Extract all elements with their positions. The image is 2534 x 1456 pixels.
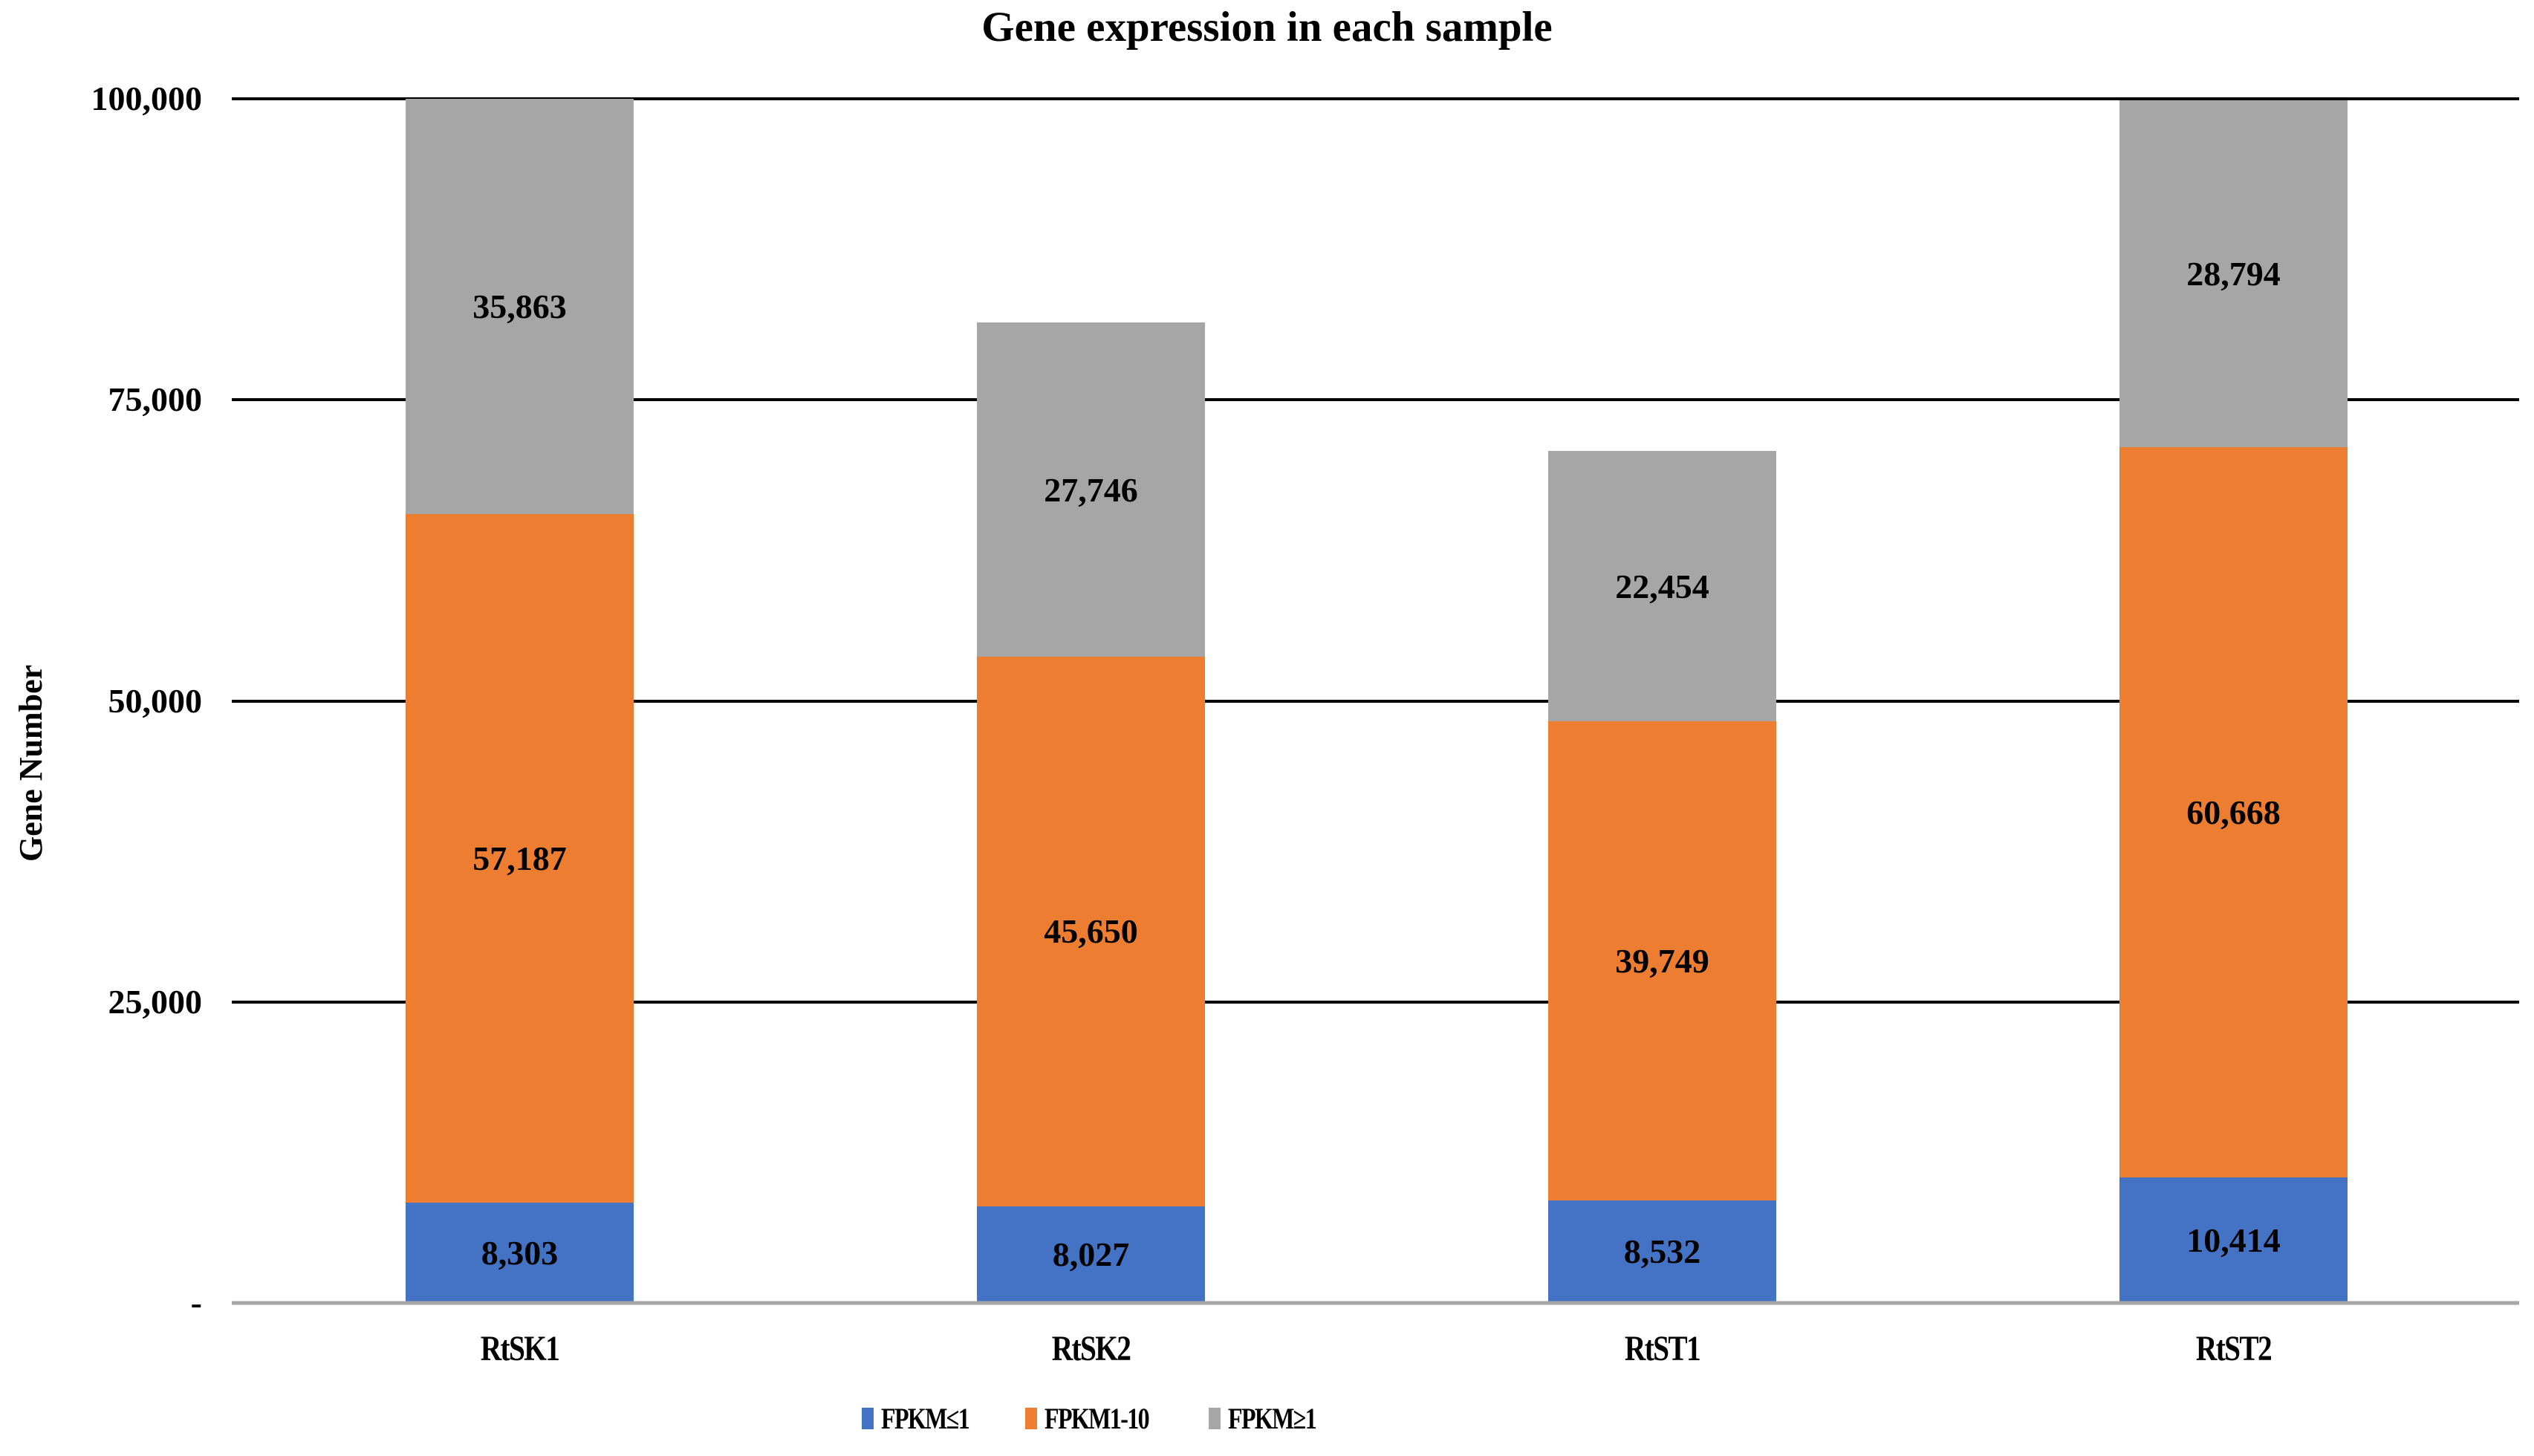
legend-swatch-icon — [1208, 1408, 1221, 1429]
bar-column: 10,414 60,668 28,794 — [1948, 99, 2519, 1303]
x-category-label: RtSK1 — [480, 1329, 560, 1368]
bar-segment: 60,668 — [2119, 446, 2348, 1178]
plot-area: 8,303 57,187 35,863 8,027 45,650 27,746 8,532 3… — [232, 97, 2519, 1305]
y-tick-label: 50,000 — [108, 681, 203, 720]
x-category-label: RtST1 — [1624, 1329, 1701, 1368]
y-tick-label: - — [190, 1284, 202, 1322]
bar-segment: 57,187 — [405, 514, 634, 1203]
legend-item: FPKM≤1 — [862, 1401, 991, 1436]
legend-label: FPKM1-10 — [1044, 1402, 1150, 1435]
bar-value-label: 28,794 — [2186, 254, 2281, 293]
y-axis-ticks: - 25,000 50,000 75,000 100,000 — [0, 79, 203, 1322]
bar-value-label: 10,414 — [2186, 1221, 2281, 1260]
gridline — [232, 97, 2519, 100]
bar-segment: 35,863 — [405, 99, 634, 515]
legend-label: FPKM≤1 — [881, 1402, 970, 1435]
gridline — [232, 1000, 2519, 1004]
bar-value-label: 27,746 — [1044, 470, 1138, 509]
bar-segment: 39,749 — [1547, 721, 1777, 1200]
legend-swatch-icon — [862, 1408, 874, 1429]
bar-segment: 22,454 — [1547, 451, 1777, 722]
bar-value-label: 60,668 — [2186, 793, 2281, 831]
bar-segment: 8,027 — [976, 1206, 1206, 1303]
bar-value-label: 8,532 — [1623, 1232, 1701, 1271]
bar-segment: 27,746 — [976, 322, 1206, 657]
x-axis-baseline — [232, 1301, 2519, 1305]
bar-column: 8,027 45,650 27,746 — [805, 99, 1377, 1303]
legend-item: FPKM1-10 — [1024, 1401, 1175, 1436]
bar-segment: 28,794 — [2119, 100, 2348, 447]
y-tick-label: 100,000 — [91, 79, 203, 117]
x-category-label: RtST2 — [2195, 1329, 2273, 1368]
bar-segment: 10,414 — [2119, 1177, 2348, 1303]
bar-segment: 8,532 — [1547, 1200, 1777, 1303]
bar-column: 8,303 57,187 35,863 — [234, 99, 805, 1303]
bar-value-label: 45,650 — [1044, 912, 1138, 951]
y-tick-label: 75,000 — [108, 380, 203, 419]
x-category-label: RtSK2 — [1051, 1329, 1131, 1368]
bar-column: 8,532 39,749 22,454 — [1377, 99, 1948, 1303]
legend-item: FPKM≥1 — [1208, 1401, 1338, 1436]
bar-value-label: 8,303 — [481, 1234, 559, 1273]
bar-segment: 45,650 — [976, 656, 1206, 1206]
bar-value-label: 35,863 — [472, 287, 567, 326]
bar-value-label: 8,027 — [1052, 1235, 1130, 1274]
bar-value-label: 39,749 — [1615, 942, 1709, 981]
bar-value-label: 22,454 — [1615, 567, 1709, 605]
legend-label: FPKM≥1 — [1227, 1402, 1317, 1435]
gridline — [232, 699, 2519, 703]
y-tick-label: 25,000 — [108, 982, 203, 1021]
chart-title: Gene expression in each sample — [981, 4, 1553, 51]
bar-value-label: 57,187 — [472, 839, 567, 878]
bar-segment: 8,303 — [405, 1203, 634, 1303]
legend-swatch-icon — [1024, 1408, 1037, 1429]
legend: FPKM≤1 FPKM1-10 FPKM≥1 — [862, 1401, 1337, 1436]
x-axis-labels: RtSK1 RtSK2 RtST1 RtST2 — [234, 1328, 2519, 1369]
gridline — [232, 398, 2519, 402]
